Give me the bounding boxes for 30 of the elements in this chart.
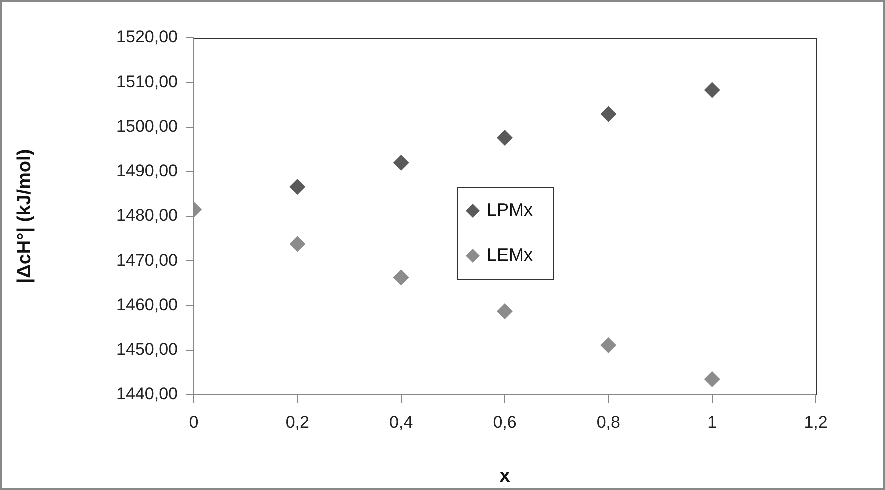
x-tick-label: 0,4 [390, 412, 414, 432]
point [290, 179, 306, 196]
y-tick-label: 1450,00 [116, 340, 178, 360]
point [497, 304, 513, 320]
y-tick-label: 1480,00 [116, 206, 178, 226]
y-tick-label: 1520,00 [116, 28, 178, 47]
point [497, 130, 513, 146]
point [393, 154, 410, 171]
legend-label: LPMx [486, 200, 534, 220]
point [704, 371, 720, 388]
legend-label: LEMx [486, 244, 534, 265]
x-tick-label: 0,8 [596, 412, 620, 432]
y-tick-label: 1440,00 [116, 384, 178, 404]
x-tick-label: 0,6 [493, 412, 517, 432]
x-tick-label: 0,2 [286, 412, 310, 432]
point [393, 270, 410, 286]
x-tick-label: 1 [708, 412, 718, 432]
y-tick-label: 1500,00 [116, 116, 178, 136]
y-tick-label: 1460,00 [116, 295, 178, 314]
point [704, 82, 720, 98]
y-tick-label: 1510,00 [116, 72, 178, 92]
y-axis-title: |ΔcH°| (kJ/mol) [14, 149, 36, 284]
point [600, 337, 617, 354]
x-axis-title: x [500, 466, 511, 487]
x-tick-label: 0 [189, 412, 199, 432]
x-tick-label: 1,2 [804, 412, 828, 432]
point [290, 236, 306, 252]
point [600, 106, 617, 122]
y-tick-label: 1470,00 [116, 250, 178, 270]
y-tick-label: 1490,00 [116, 162, 178, 181]
